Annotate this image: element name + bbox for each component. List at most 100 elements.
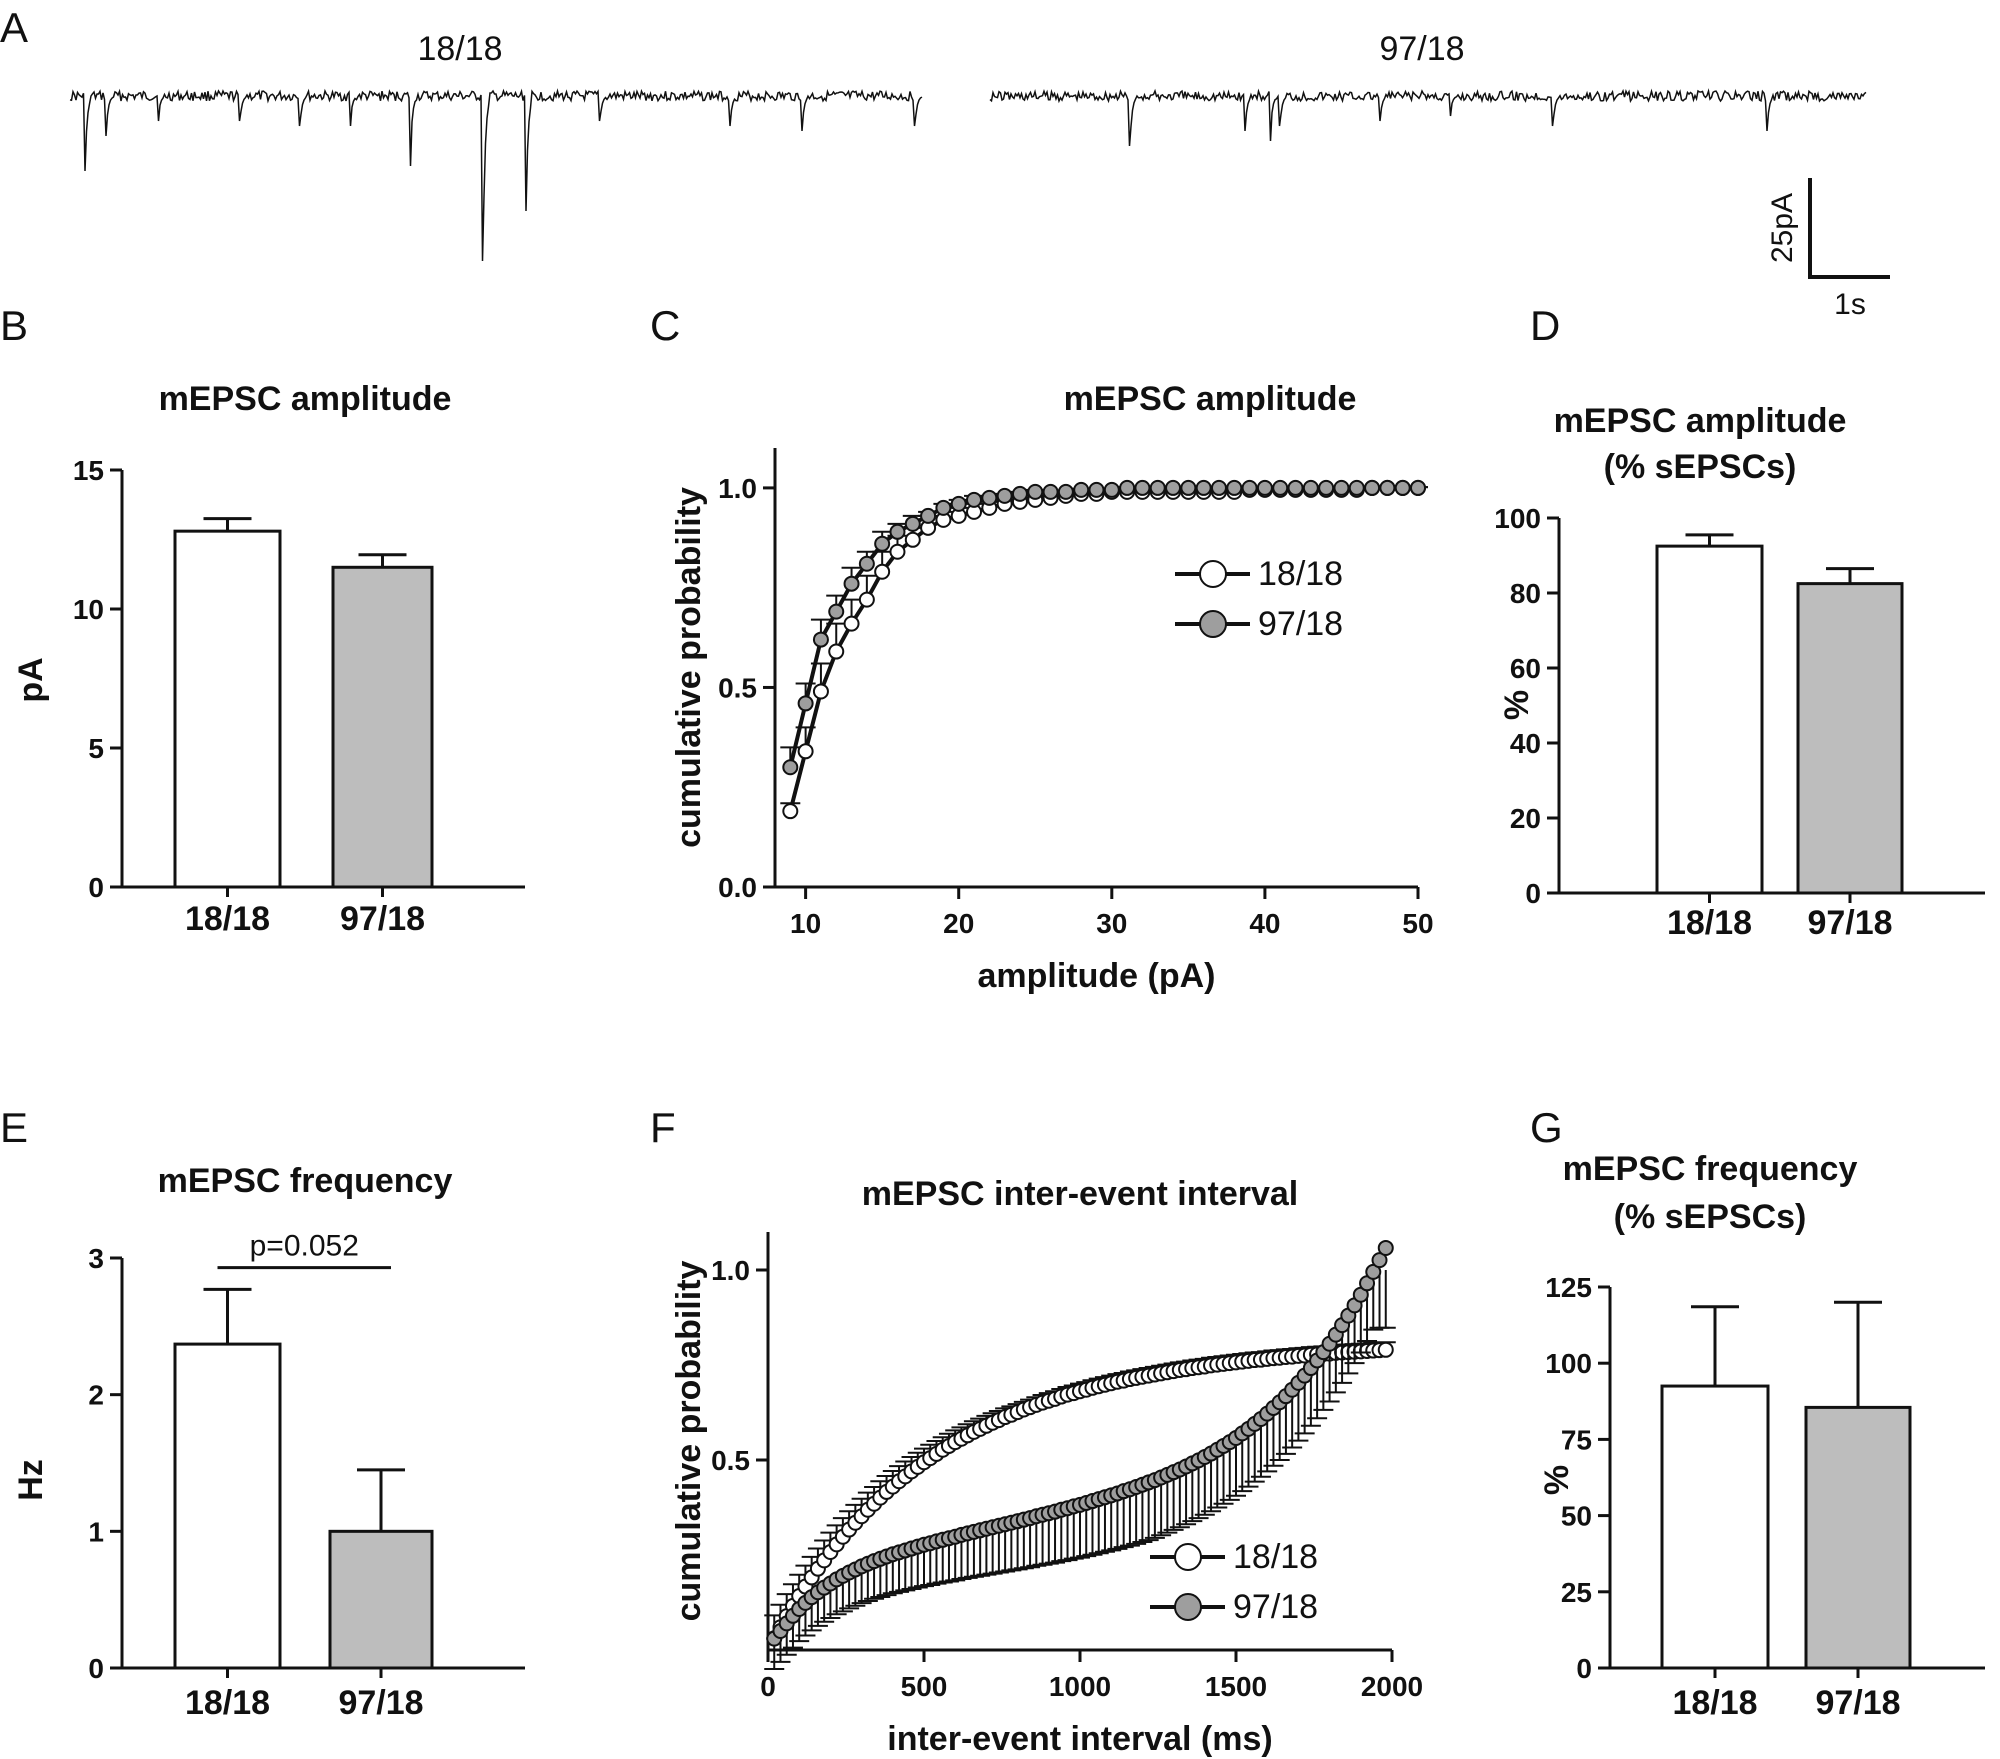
bar-97-18	[1796, 582, 1904, 895]
data-point	[1103, 481, 1120, 498]
data-point	[904, 531, 921, 548]
scale-bar: 25pA 1s	[1766, 178, 1890, 321]
chart-title: mEPSC amplitude	[1554, 402, 1847, 440]
data-point	[1377, 1341, 1394, 1358]
x-axis-label: inter-event interval (ms)	[887, 1720, 1272, 1758]
panel-letter-a: A	[0, 4, 28, 51]
data-point	[1379, 479, 1396, 496]
data-point	[782, 803, 799, 820]
y-axis-label: %	[1498, 690, 1536, 720]
category-label: 97/18	[340, 900, 425, 938]
y-tick-label: 15	[73, 455, 104, 486]
bar-97-18	[331, 565, 434, 889]
x-tick-label: 20	[943, 908, 974, 939]
bar-97-18	[1804, 1405, 1912, 1670]
series-line	[772, 1247, 1388, 1640]
data-point	[1410, 479, 1426, 496]
y-tick-label: 10	[73, 594, 104, 625]
panel-letter-g: G	[1530, 1104, 1563, 1151]
category-label: 18/18	[1672, 1684, 1757, 1722]
data-point	[828, 643, 845, 660]
data-point	[1119, 479, 1136, 496]
data-point	[1318, 479, 1335, 496]
y-axis-label: cumulative probability	[670, 487, 708, 848]
data-point	[996, 487, 1013, 504]
y-axis-label: %	[1538, 1465, 1576, 1495]
x-tick-label: 50	[1402, 908, 1433, 939]
data-point	[1272, 479, 1289, 496]
y-tick-label: 1.0	[718, 473, 757, 504]
category-label: 97/18	[1815, 1684, 1900, 1722]
bar-97-18	[328, 1529, 434, 1670]
x-tick-label: 500	[901, 1671, 948, 1702]
scale-bar-x-label: 1s	[1834, 288, 1866, 321]
series-97-18	[780, 479, 1428, 776]
category-label: 97/18	[338, 1684, 423, 1722]
series-97-18	[764, 1239, 1396, 1670]
x-tick-label: 10	[790, 908, 821, 939]
data-point	[981, 489, 998, 506]
y-tick-label: 125	[1545, 1272, 1592, 1303]
y-tick-label: 100	[1545, 1348, 1592, 1379]
scale-bar-y-label: 25pA	[1766, 193, 1799, 263]
y-tick-label: 20	[1510, 803, 1541, 834]
category-label: 97/18	[1807, 904, 1892, 942]
y-tick-label: 100	[1494, 503, 1541, 534]
x-tick-label: 1500	[1205, 1671, 1267, 1702]
y-tick-label: 0.5	[718, 672, 757, 703]
data-point	[889, 543, 906, 560]
x-tick-label: 0	[760, 1671, 776, 1702]
data-point	[1149, 479, 1166, 496]
panel-letter-d: D	[1530, 302, 1560, 349]
category-label: 18/18	[185, 900, 270, 938]
data-point	[950, 495, 967, 512]
data-point	[889, 523, 906, 540]
y-tick-label: 80	[1510, 578, 1541, 609]
y-tick-label: 75	[1561, 1424, 1592, 1455]
data-point	[1210, 479, 1227, 496]
data-point	[874, 535, 891, 552]
category-label: 18/18	[185, 1684, 270, 1722]
legend-marker	[1174, 1543, 1202, 1571]
y-tick-label: 40	[1510, 728, 1541, 759]
y-tick-label: 0	[1525, 878, 1541, 909]
data-point	[920, 507, 937, 524]
y-tick-label: 0	[1576, 1653, 1592, 1684]
legend-label: 18/18	[1233, 1538, 1318, 1576]
data-point	[1011, 485, 1028, 502]
data-point	[1348, 479, 1365, 496]
y-tick-label: 0	[88, 872, 104, 903]
chart-subtitle: (% sEPSCs)	[1604, 448, 1797, 486]
data-point	[1073, 481, 1090, 498]
x-tick-label: 40	[1249, 908, 1280, 939]
panel-letter-f: F	[650, 1104, 676, 1151]
data-point	[1287, 479, 1304, 496]
data-point	[1371, 1252, 1388, 1269]
data-point	[1134, 479, 1151, 496]
category-label: 18/18	[1667, 904, 1752, 942]
data-point	[1195, 479, 1212, 496]
y-tick-label: 3	[88, 1243, 104, 1274]
chart-title: mEPSC amplitude	[1064, 380, 1357, 418]
chart-title: mEPSC frequency	[1563, 1150, 1858, 1188]
legend-label: 18/18	[1258, 555, 1343, 593]
panel-letter-b: B	[0, 302, 28, 349]
trace-label-2: 97/18	[1379, 30, 1464, 68]
data-point	[843, 575, 860, 592]
panel-letter-e: E	[0, 1104, 28, 1151]
bar-18-18	[173, 1342, 282, 1670]
data-point	[1180, 479, 1197, 496]
data-point	[1377, 1239, 1394, 1256]
chart-title: mEPSC frequency	[158, 1162, 453, 1200]
y-tick-label: 5	[88, 733, 104, 764]
data-point	[1241, 479, 1258, 496]
y-tick-label: 2	[88, 1380, 104, 1411]
significance-label: p=0.052	[250, 1230, 359, 1263]
legend-marker	[1199, 560, 1227, 588]
y-tick-label: 1	[88, 1516, 104, 1547]
x-tick-label: 1000	[1049, 1671, 1111, 1702]
y-tick-label: 50	[1561, 1501, 1592, 1532]
recording-trace-2	[989, 88, 1867, 147]
